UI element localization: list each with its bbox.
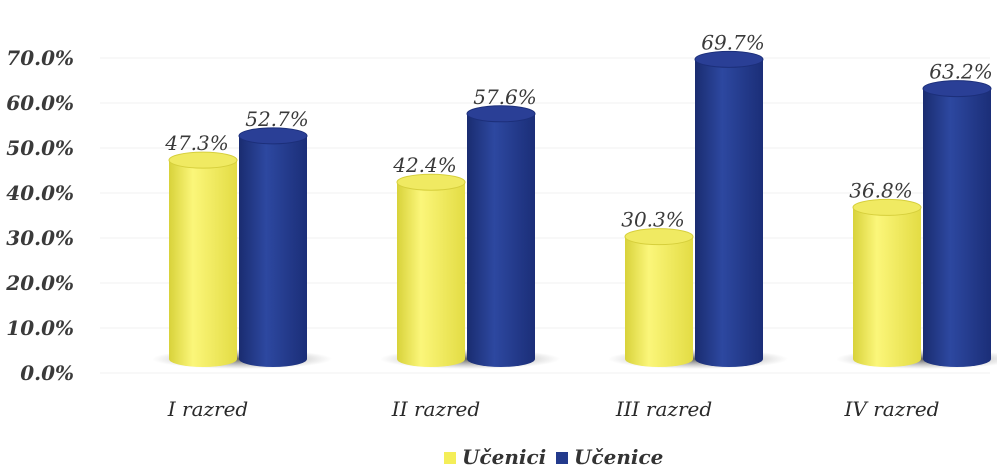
bar-top <box>396 173 466 191</box>
x-tick-label: III razred <box>615 397 712 421</box>
data-label: 63.2% <box>929 60 993 84</box>
bar-body <box>695 59 763 367</box>
bar-body <box>625 236 693 367</box>
data-label: 36.8% <box>849 178 913 202</box>
x-tick-label: II razred <box>391 397 480 421</box>
bar-body <box>397 182 465 367</box>
bar <box>694 50 764 367</box>
bar-top <box>852 198 922 216</box>
legend-label: Učenici <box>462 445 546 469</box>
bar <box>922 80 992 367</box>
y-tick-label: 60.0% <box>6 91 74 115</box>
x-tick-label: I razred <box>167 397 248 421</box>
y-tick-label: 20.0% <box>5 271 74 295</box>
y-tick-label: 50.0% <box>6 136 74 160</box>
x-axis: I razred II razred III razred IV razred <box>167 397 940 421</box>
bar-top <box>466 105 536 123</box>
bar-body <box>923 88 991 367</box>
data-label: 57.6% <box>473 85 537 109</box>
bar-top <box>238 127 308 145</box>
y-tick-label: 30.0% <box>6 226 74 250</box>
y-tick-label: 70.0% <box>6 46 74 70</box>
bar <box>624 228 694 367</box>
data-label: 69.7% <box>701 30 765 54</box>
bar-top <box>168 151 238 169</box>
legend: Učenici Učenice <box>444 445 663 469</box>
bar-body <box>467 113 535 367</box>
bar <box>238 127 308 367</box>
bar-body <box>239 135 307 367</box>
y-axis: 0.0% 10.0% 20.0% 30.0% 40.0% 50.0% 60.0% 70.0% <box>5 46 74 385</box>
bar <box>396 173 466 367</box>
data-labels: 47.3% 52.7% 42.4% 57.6% 30.3% 69.7% 36.8% 63.2% <box>164 30 993 231</box>
bar <box>168 151 238 367</box>
bar-top <box>624 228 694 246</box>
y-tick-label: 10.0% <box>6 316 74 340</box>
data-label: 30.3% <box>621 208 685 232</box>
y-tick-label: 0.0% <box>20 361 74 385</box>
bar-top <box>922 80 992 98</box>
bar-body <box>169 160 237 367</box>
bar-top <box>694 50 764 68</box>
data-label: 47.3% <box>164 131 229 155</box>
data-label: 52.7% <box>245 107 309 131</box>
bars <box>168 50 992 367</box>
data-label: 42.4% <box>392 153 457 177</box>
legend-label: Učenice <box>574 445 663 469</box>
bar <box>852 198 922 367</box>
x-tick-label: IV razred <box>844 397 940 421</box>
legend-swatch <box>556 452 568 464</box>
bar <box>466 105 536 367</box>
y-tick-label: 40.0% <box>6 181 74 205</box>
bar-body <box>853 207 921 367</box>
legend-swatch <box>444 452 456 464</box>
